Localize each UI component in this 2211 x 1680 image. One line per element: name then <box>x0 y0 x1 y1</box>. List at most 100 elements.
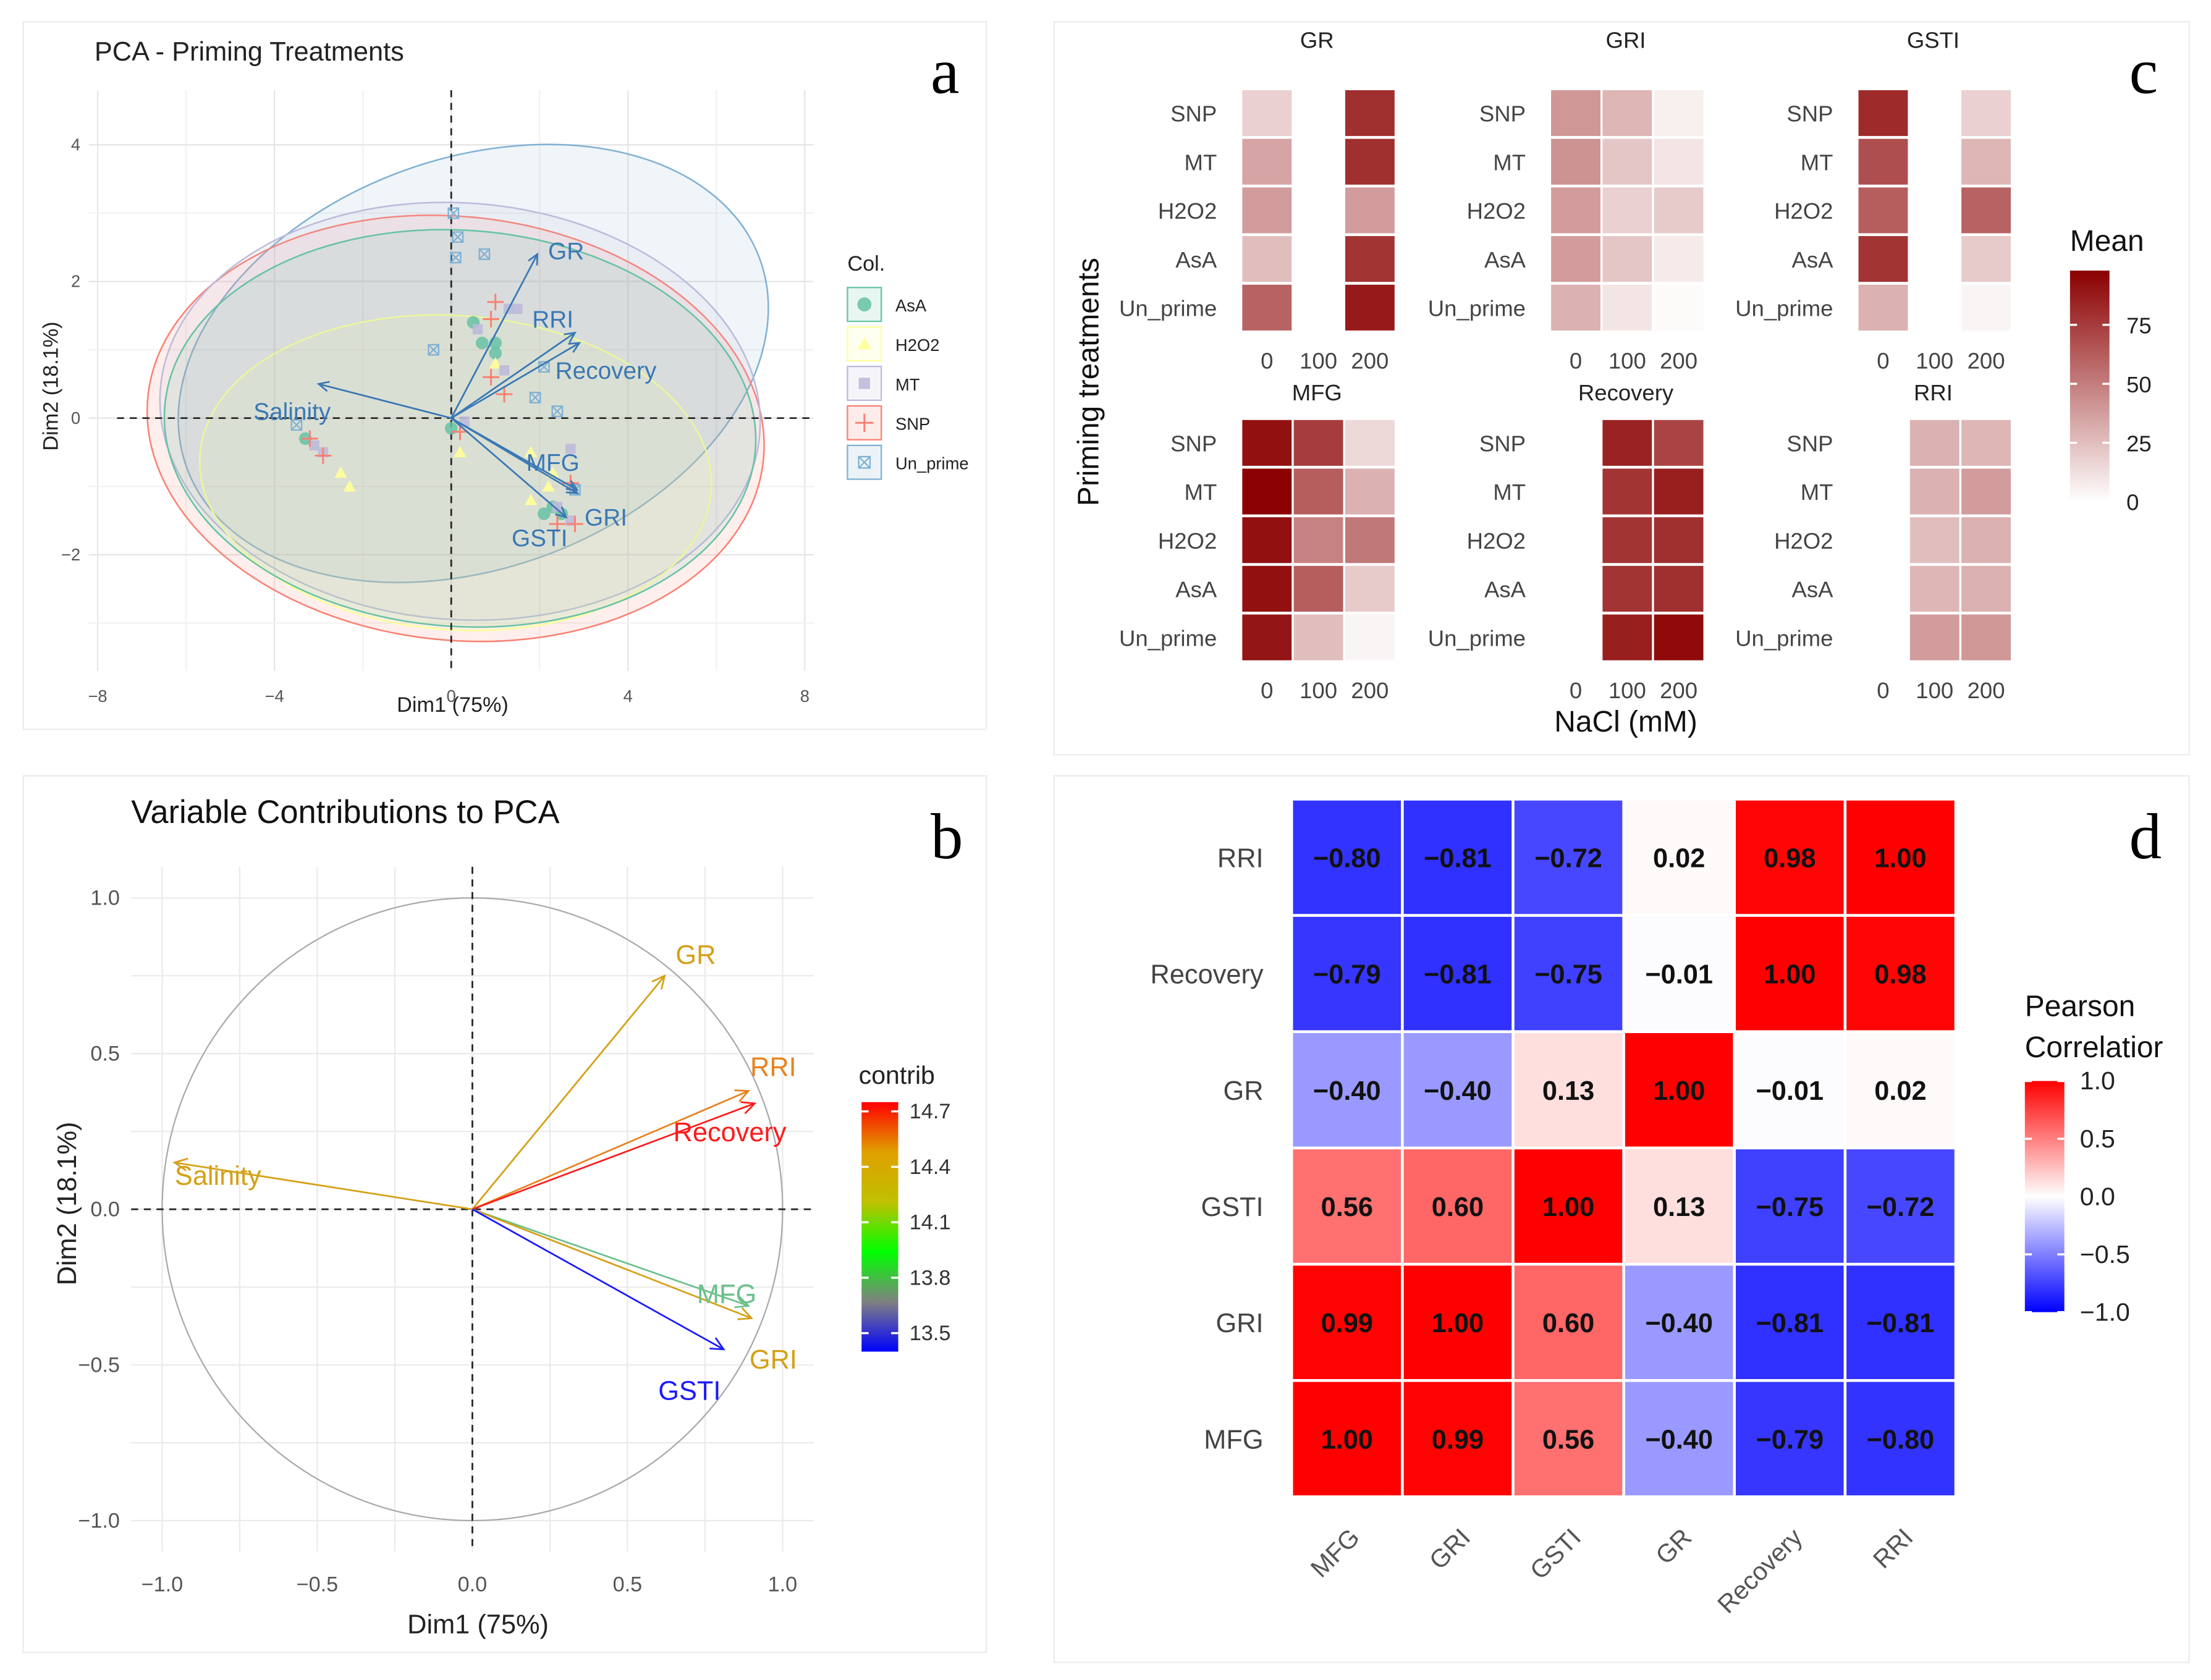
row-label: H2O2 <box>1158 528 1217 554</box>
x-tick-label: 4 <box>624 686 633 706</box>
x-tick-label: RRI <box>1867 1523 1919 1574</box>
heatmap-cell <box>1345 468 1395 515</box>
facet-RRI: RRI SNP MT H2O2 AsA Un_prime 0 100 200 <box>1735 380 2011 703</box>
loading-arrow-Salinity <box>318 383 452 420</box>
data-point-Un_prime <box>529 392 541 403</box>
data-point-MT <box>512 303 523 314</box>
panel-c: c GR SNP MT H2O2 AsA Un_prime 0 100 200 GRI SNP MT H… <box>1053 21 2190 756</box>
arrow-head-GRI <box>737 1307 754 1320</box>
facet-title: MFG <box>1292 380 1342 405</box>
variable-label-Salinity: Salinity <box>253 399 331 425</box>
heatmap-cell <box>1846 800 1955 914</box>
data-point-SNP <box>315 447 332 464</box>
heatmap-cell <box>1293 916 1401 1031</box>
heatmap-cell <box>1846 1033 1955 1147</box>
x-tick-label: 200 <box>1351 348 1389 373</box>
confidence-ellipse-Un_prime <box>177 143 769 583</box>
heatmap-cell <box>1293 420 1343 466</box>
data-point-AsA <box>475 336 489 350</box>
facet-GR: GR SNP MT H2O2 AsA Un_prime 0 100 200 <box>1119 28 1395 373</box>
colorbar-tick-label: 14.1 <box>910 1211 951 1235</box>
colorbar-tick-label: 14.4 <box>910 1155 951 1179</box>
y-axis-label: Dim2 (18.1%) <box>53 1122 82 1286</box>
heatmap-cell <box>1514 1149 1623 1263</box>
data-point-Un_prime <box>551 405 564 417</box>
legend-key-H2O2 <box>847 326 882 362</box>
pca-variables-chart: Variable Contributions to PCA b GR RRI Rec… <box>53 795 963 1640</box>
row-label: H2O2 <box>1774 528 1833 554</box>
pca-biplot: PCA - Priming Treatments a GR RRI Recovery… <box>40 35 969 717</box>
heatmap-cell <box>1961 468 2011 515</box>
colorbar-tick-label: 25 <box>2126 431 2152 456</box>
x-tick-label: 200 <box>1968 348 2005 373</box>
arrow-head-GSTI <box>555 506 568 519</box>
chart-title: Variable Contributions to PCA <box>131 795 559 830</box>
row-label: MT <box>1185 479 1217 505</box>
data-point-MT <box>499 365 510 376</box>
cell-value-label: −0.72 <box>1534 843 1602 873</box>
cell-value-label: −0.75 <box>1756 1192 1824 1222</box>
colorbar-tick-label: −0.5 <box>2080 1240 2130 1268</box>
x-tick-label: 1.0 <box>768 1572 798 1596</box>
cell-value-label: 1.00 <box>1653 1076 1705 1106</box>
x-tick-label: GSTI <box>1524 1523 1586 1585</box>
heatmap-cell <box>1403 916 1512 1031</box>
row-label: Un_prime <box>1428 296 1526 321</box>
heatmap-cell <box>1345 284 1395 331</box>
heatmap-cell <box>1293 614 1343 661</box>
cell-value-label: −0.40 <box>1645 1309 1713 1338</box>
arrow-head-GR <box>651 974 666 990</box>
x-tick-label: 100 <box>1609 678 1646 703</box>
heatmap-cell <box>1909 614 1959 661</box>
heatmap-cell <box>1625 1382 1733 1496</box>
loading-arrow-Salinity <box>174 1162 473 1210</box>
cell-value-label: −0.40 <box>1645 1425 1713 1454</box>
legend-marker-SNP <box>855 413 874 433</box>
row-label: Recovery <box>1151 960 1264 990</box>
panel-letter: b <box>931 800 963 872</box>
cell-value-label: −0.79 <box>1313 960 1381 990</box>
heatmap-cell <box>1846 916 1955 1031</box>
colorbar-tick-label: 13.5 <box>910 1322 951 1345</box>
cell-value-label: −0.81 <box>1867 1309 1935 1338</box>
heatmap-cell <box>1961 187 2011 234</box>
cell-value-label: −0.80 <box>1313 843 1381 873</box>
x-tick-label: 0 <box>1261 678 1273 703</box>
heatmap-cell <box>1293 800 1401 914</box>
row-label: AsA <box>1484 577 1526 602</box>
heatmap-cell <box>1846 1382 1955 1496</box>
heatmap-cell <box>1858 236 1908 282</box>
row-label: MT <box>1493 150 1526 175</box>
legend-marker-Un_prime <box>858 455 871 469</box>
heatmap-cell <box>1654 236 1704 282</box>
x-tick-label: −1.0 <box>142 1572 184 1596</box>
row-label: H2O2 <box>1467 198 1526 224</box>
row-label: MT <box>1185 150 1217 175</box>
legend-label-AsA: AsA <box>895 296 927 315</box>
row-label: SNP <box>1170 101 1217 127</box>
heatmap-cell <box>1345 138 1395 185</box>
x-tick-label: 8 <box>800 686 810 706</box>
loading-arrow-GSTI <box>471 1208 724 1351</box>
legend-marker-AsA <box>857 297 872 312</box>
cell-value-label: 1.00 <box>1542 1192 1594 1222</box>
legend-label-H2O2: H2O2 <box>895 336 939 355</box>
panel-a: PCA - Priming Treatments a GR RRI Recovery… <box>22 21 987 730</box>
row-label: SNP <box>1786 101 1833 127</box>
row-label: GRI <box>1216 1309 1264 1338</box>
variable-label-MFG: MFG <box>697 1280 756 1309</box>
legend-label-SNP: SNP <box>895 415 930 434</box>
heatmap-cell <box>1961 420 2011 466</box>
data-point-MT <box>565 444 576 454</box>
x-tick-label: 0 <box>1570 678 1582 703</box>
heatmap-cell <box>1909 565 1959 612</box>
heatmap-cell <box>1654 90 1704 137</box>
variable-label-Recovery: Recovery <box>674 1118 787 1147</box>
variable-label-GR: GR <box>675 940 716 970</box>
heatmap-cell <box>1961 138 2011 185</box>
cell-value-label: 0.99 <box>1432 1425 1484 1454</box>
panel-d: d RRI −0.80 −0.81 −0.72 0.02 0.98 1.00 Recovery… <box>1053 775 2190 1663</box>
data-point-SNP <box>487 293 504 311</box>
heatmap-cell <box>1345 565 1395 612</box>
heatmap-cell <box>1242 468 1292 515</box>
